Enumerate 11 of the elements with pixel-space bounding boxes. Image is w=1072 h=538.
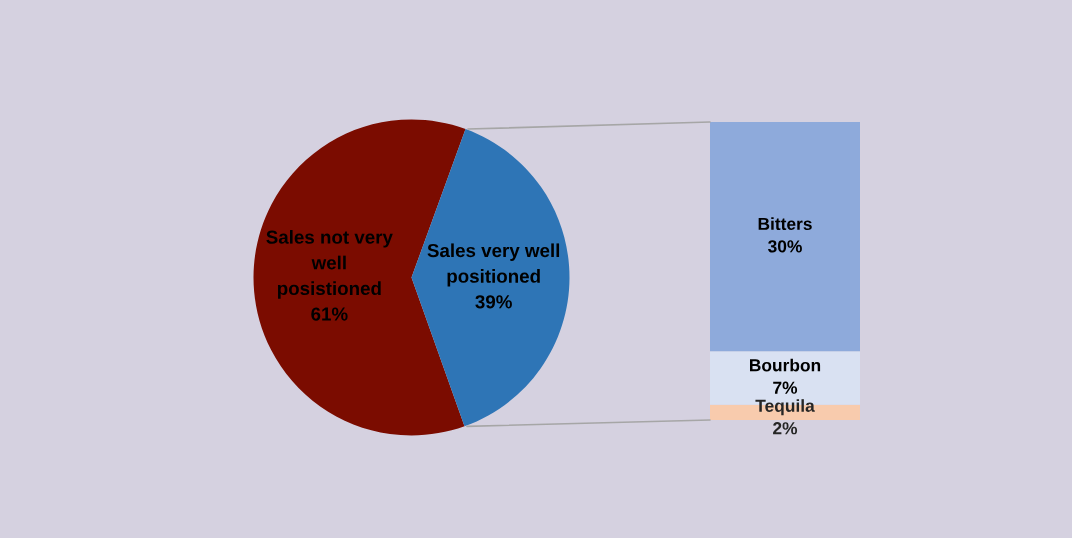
series-label: Tequila [755,399,815,416]
series-label: Bourbon [750,358,821,372]
pie-slice [411,129,570,427]
slice-label: Sales very well positioned [427,243,560,287]
data-label: 61% [311,307,348,321]
data-label: 39% [475,295,512,309]
data-label: 2% [773,422,798,435]
slice-label: Sales not very well posistioned [266,230,393,299]
data-label: 30% [768,240,802,253]
series-label: Bitters [758,217,812,231]
data-label: 7% [773,381,798,394]
